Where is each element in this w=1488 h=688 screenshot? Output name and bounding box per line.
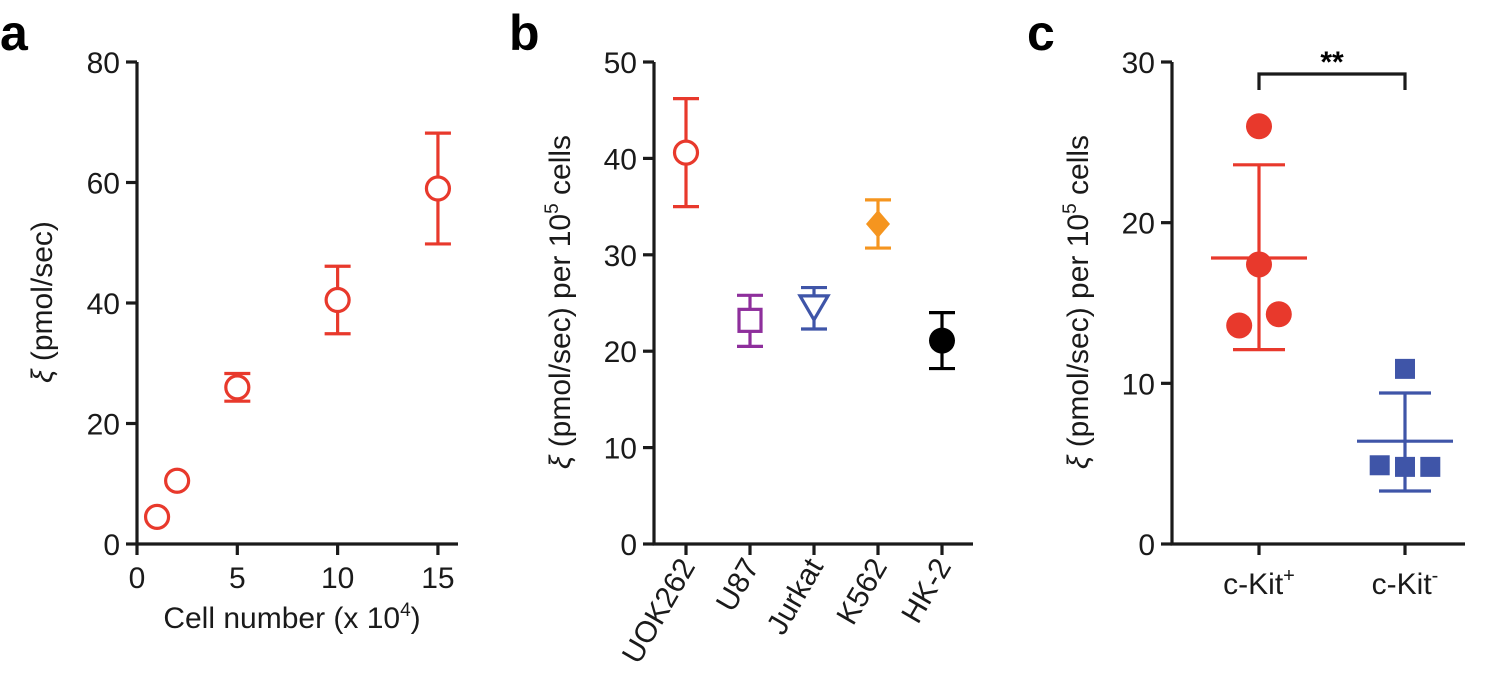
panel-a-x-tick-label-2: 10 [321, 562, 354, 595]
panel-b-x-tick-label-2: Jurkat [761, 552, 831, 640]
panel-c-y-title-sup: 5 [1060, 203, 1081, 214]
panel-a-point-4 [424, 175, 452, 202]
panel-c-point-0-1 [1246, 251, 1272, 278]
panel-a-x-title-sup: 4 [400, 600, 411, 621]
panel-c-y-tick-label-3: 30 [1122, 47, 1155, 80]
panel-b-x-tick-label-3: K562 [830, 553, 894, 630]
panel-c-marks: ** [1211, 46, 1453, 493]
panel-c-y-title: ξ (pmol/sec) per 105 cells [1060, 135, 1095, 469]
panel-c-significance-line [1257, 72, 1407, 90]
panel-c-y-tick-label-0: 0 [1138, 529, 1155, 562]
panel-b-y-tick-label-3: 30 [604, 240, 637, 273]
panel-c-letter: c [1027, 5, 1055, 61]
panel-c-x-tick-label-1-name: c-Kit [1372, 568, 1433, 601]
panel-c-significance-label: ** [1320, 46, 1344, 79]
panel-b-point-3 [866, 209, 890, 238]
panel-a-point-2 [224, 374, 251, 401]
panel-b-x-tick-label-0: UOK262 [616, 553, 702, 669]
panel-a-x-tick-label-1: 5 [229, 562, 246, 595]
panel-c-x-tick-label-1-sup: - [1432, 565, 1439, 587]
panel-b-y-title-sup: 5 [542, 203, 563, 214]
panel-a-x-tick-label-0: 0 [129, 562, 146, 595]
panel-b-x-tick-label-1: U87 [710, 553, 766, 617]
panel-c-y-tick-label-1: 10 [1122, 368, 1155, 401]
panel-c-x-tick-label-0: c-Kit+ [1223, 565, 1295, 601]
panel-b-y-tick-label-5: 50 [604, 47, 637, 80]
panel-c-point-1-0 [1395, 358, 1415, 379]
panel-c-y-tick-label-2: 20 [1122, 208, 1155, 241]
panel-a-y-tick-label-1: 20 [87, 409, 120, 442]
panel-c-point-1-1 [1369, 455, 1390, 476]
panel-a-axes: 0 20 40 60 80 0 5 10 15 [87, 47, 458, 595]
panel-c-x-tick-label-1: c-Kit- [1372, 565, 1439, 601]
panel-b-point-4 [929, 327, 955, 354]
panel-c-x-tick-label-0-name: c-Kit [1223, 568, 1284, 601]
panel-c-point-1-3 [1420, 456, 1441, 477]
panel-a-point-3 [324, 286, 351, 314]
panel-a-y-tick-label-4: 80 [87, 47, 120, 80]
panel-a: 0 20 40 60 80 0 5 10 15 Cell number (x 104) ξ (p… [26, 47, 458, 635]
panel-b-point-2 [797, 294, 831, 324]
panel-a-point-0 [143, 503, 171, 530]
panel-b-letter: b [509, 5, 540, 61]
panel-b-y-tick-label-4: 40 [604, 143, 637, 176]
panel-b-y-title: ξ (pmol/sec) per 105 cells [542, 135, 577, 469]
panel-b-point-0 [672, 139, 700, 166]
panel-c-point-1-2 [1395, 456, 1415, 477]
panel-b-point-1 [737, 307, 763, 333]
panel-b-x-tick-label-4: HK-2 [895, 553, 958, 629]
panel-b-marks [672, 97, 955, 371]
panel-c-point-0-2 [1265, 301, 1292, 328]
panel-b-y-tick-label-0: 0 [620, 529, 637, 562]
panel-b-y-tick-label-1: 10 [604, 433, 637, 466]
panel-a-letter: a [0, 5, 29, 61]
panel-c-point-0-0 [1246, 113, 1272, 140]
panel-a-y-tick-label-0: 0 [103, 529, 120, 562]
panel-c-x-tick-label-0-sup: + [1283, 565, 1295, 587]
panel-c-point-0-3 [1226, 312, 1253, 339]
panel-c-significance-bracket: ** [1257, 46, 1407, 90]
panel-a-x-title: Cell number (x 104) [163, 600, 420, 635]
panel-b-y-tick-label-2: 20 [604, 336, 637, 369]
panel-a-y-tick-label-3: 60 [87, 168, 120, 201]
panel-a-marks [143, 131, 452, 530]
panel-a-y-tick-label-2: 40 [87, 288, 120, 321]
panel-a-point-1 [164, 467, 191, 494]
panel-a-x-tick-label-3: 15 [421, 562, 454, 595]
panel-a-y-title: ξ (pmol/sec) [26, 221, 59, 383]
